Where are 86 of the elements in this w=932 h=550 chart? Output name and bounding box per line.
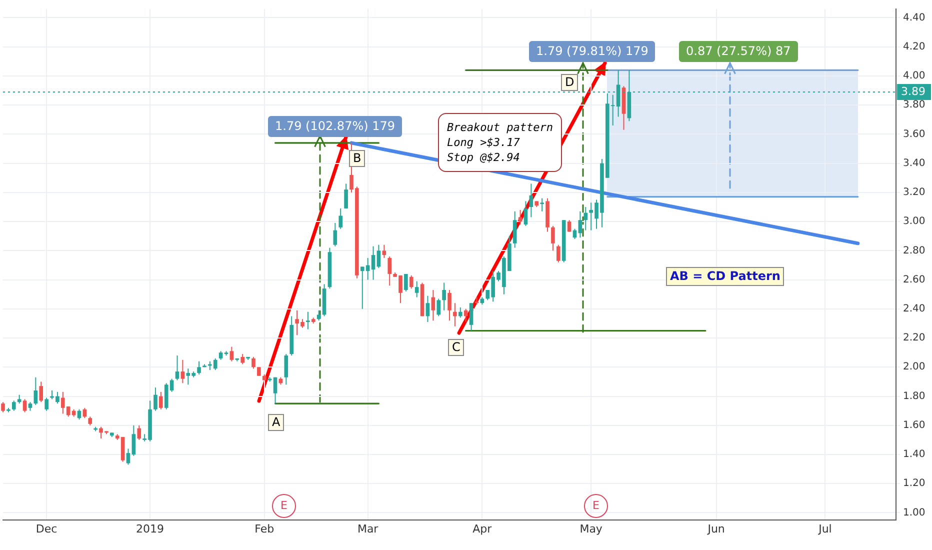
y-tick-label: 4.40 bbox=[903, 12, 926, 24]
candlestick bbox=[388, 256, 392, 286]
y-tick-label: 4.00 bbox=[903, 70, 926, 82]
x-tick-label: Feb bbox=[254, 522, 274, 536]
candlestick bbox=[529, 183, 534, 218]
y-tick-label: 2.80 bbox=[903, 245, 926, 256]
candlestick bbox=[230, 346, 234, 362]
annotation: E bbox=[584, 494, 608, 518]
y-tick-label: 1.60 bbox=[903, 420, 926, 431]
candlestick bbox=[518, 209, 522, 225]
candlestick bbox=[22, 398, 27, 413]
x-tick-label: Jun bbox=[706, 522, 725, 536]
candlestick bbox=[39, 381, 44, 403]
candlestick bbox=[448, 289, 452, 322]
candlestick bbox=[197, 360, 201, 375]
candlestick bbox=[273, 376, 278, 404]
annotation: 1.79 (102.87%) 179 bbox=[268, 116, 402, 137]
y-tick-label: 2.40 bbox=[903, 303, 926, 314]
candlestick bbox=[252, 356, 256, 370]
candlestick bbox=[371, 246, 376, 280]
annotation: Breakout pattern Long >$3.17 Stop @$2.94 bbox=[438, 113, 562, 172]
candlestick bbox=[126, 448, 130, 466]
candlestick bbox=[382, 244, 386, 258]
annotation: E bbox=[272, 494, 296, 518]
candlestick bbox=[137, 424, 142, 440]
candlestick bbox=[306, 311, 310, 330]
y-tick-label: 2.60 bbox=[903, 274, 926, 286]
candlestick bbox=[442, 282, 446, 311]
candlestick bbox=[240, 354, 244, 365]
candlestick bbox=[175, 354, 180, 381]
ref-line-label: 3.89 bbox=[901, 84, 926, 98]
y-tick-label: 3.00 bbox=[903, 216, 926, 228]
candlestick bbox=[512, 210, 517, 248]
y-tick-label: 3.80 bbox=[903, 100, 926, 111]
candlestick bbox=[180, 359, 185, 384]
candlestick bbox=[159, 391, 163, 410]
candlestick bbox=[12, 400, 16, 412]
candlestick bbox=[409, 274, 414, 290]
candlestick bbox=[578, 210, 582, 238]
candlestick bbox=[556, 244, 560, 263]
candlestick bbox=[584, 206, 588, 231]
annotation: A bbox=[268, 414, 284, 431]
candlestick bbox=[414, 280, 419, 298]
candlestick bbox=[453, 302, 457, 327]
annotation: B bbox=[349, 150, 366, 167]
candlestick bbox=[376, 244, 381, 269]
candlestick bbox=[1, 402, 5, 413]
y-tick-label: 1.20 bbox=[903, 478, 926, 490]
y-tick-label: 3.20 bbox=[903, 187, 926, 198]
x-tick-label: Apr bbox=[472, 522, 492, 536]
candlestick bbox=[431, 289, 436, 322]
y-tick-label: 3.40 bbox=[903, 158, 926, 169]
candlestick bbox=[458, 306, 462, 318]
annotation: AB = CD Pattern bbox=[666, 267, 784, 286]
candlestick bbox=[540, 198, 544, 212]
candlestick bbox=[469, 302, 474, 332]
candlestick bbox=[426, 295, 430, 323]
y-tick-label: 2.00 bbox=[903, 362, 926, 373]
y-tick-label: 1.80 bbox=[903, 390, 926, 402]
candlestick bbox=[333, 222, 338, 247]
candlestick bbox=[154, 387, 158, 412]
candlestick bbox=[551, 225, 555, 252]
candlestick bbox=[436, 298, 441, 317]
annotation: 1.79 (79.81%) 179 bbox=[529, 41, 656, 62]
candlestick bbox=[316, 310, 321, 322]
y-tick-label: 1.40 bbox=[903, 449, 926, 460]
x-tick-label: 2019 bbox=[136, 522, 164, 536]
candlestick bbox=[338, 208, 343, 230]
annotation: C bbox=[448, 339, 464, 356]
candlestick bbox=[44, 397, 48, 412]
candlestick bbox=[284, 354, 288, 386]
annotation: D bbox=[561, 74, 578, 92]
x-tick-label: May bbox=[580, 522, 603, 536]
x-tick-label: Jul bbox=[818, 522, 832, 536]
candlestick bbox=[524, 200, 528, 226]
x-tick-label: Dec bbox=[36, 522, 58, 536]
y-tick-label: 4.20 bbox=[903, 41, 926, 52]
x-tick-label: Mar bbox=[357, 522, 379, 536]
candlestick bbox=[344, 183, 348, 209]
candlestick bbox=[404, 273, 408, 292]
y-tick-label: 2.20 bbox=[903, 332, 926, 344]
annotation: 0.87 (27.57%) 87 bbox=[679, 41, 798, 62]
candlestick bbox=[34, 376, 38, 406]
y-tick-label: 3.60 bbox=[903, 128, 926, 140]
candlestick bbox=[132, 424, 136, 456]
y-tick-label: 1.00 bbox=[903, 507, 926, 518]
